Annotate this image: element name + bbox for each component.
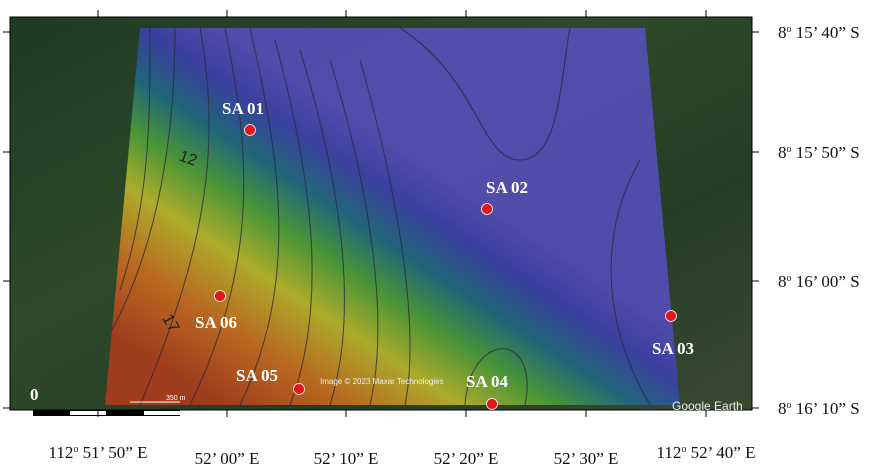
tick-label: 52’ 20” E xyxy=(434,449,499,466)
interpolation-overlay xyxy=(105,28,680,405)
tick-label-part: 112 xyxy=(657,443,682,462)
tick-label-part: 8 xyxy=(778,23,787,42)
tick-label-part: 15’ 50” S xyxy=(792,143,860,162)
tick-label: 8o 15’ 50” S xyxy=(778,143,860,162)
small-scale-label: 350 m xyxy=(166,395,186,402)
tick-label: 8o 16’ 00” S xyxy=(778,272,860,291)
map-figure: 12 17 Image © 2023 Maxar Technologies Go… xyxy=(0,0,880,466)
sample-label: SA 05 xyxy=(236,366,278,385)
tick-label-part: 8 xyxy=(778,399,787,418)
tick-label-part: 51’ 50” E xyxy=(78,443,147,462)
scale-bar-segment xyxy=(144,411,180,415)
tick-label: 112o 51’ 50” E xyxy=(49,443,148,462)
sample-label: SA 03 xyxy=(652,339,694,358)
sample-point xyxy=(294,384,305,395)
sample-point xyxy=(245,125,256,136)
tick-label: 52’ 00” E xyxy=(195,449,260,466)
brand: Google Earth xyxy=(672,399,743,413)
tick-label: 8o 16’ 10” S xyxy=(778,399,860,418)
tick-label-part: 52’ 20” E xyxy=(434,449,499,466)
tick-label-part: 16’ 00” S xyxy=(792,272,860,291)
sample-point xyxy=(482,204,493,215)
tick-label-part: 8 xyxy=(778,272,787,291)
tick-label-part: 112 xyxy=(49,443,74,462)
sample-label: SA 01 xyxy=(222,99,264,118)
tick-label: 52’ 10” E xyxy=(314,449,379,466)
scale-bar-segment xyxy=(70,411,106,415)
tick-label-part: 8 xyxy=(778,143,787,162)
sample-label: SA 06 xyxy=(195,313,237,332)
sample-label: SA 02 xyxy=(486,178,528,197)
tick-label-part: 52’ 00” E xyxy=(195,449,260,466)
tick-label-part: 52’ 10” E xyxy=(314,449,379,466)
sample-point xyxy=(215,291,226,302)
scale-length: 350 m xyxy=(187,410,231,429)
tick-label-part: 16’ 10” S xyxy=(792,399,860,418)
tick-label: 8o 15’ 40” S xyxy=(778,23,860,42)
tick-label-part: 15’ 40” S xyxy=(792,23,860,42)
scale-zero: 0 xyxy=(30,385,39,404)
sample-point xyxy=(487,399,498,410)
tick-label-part: 52’ 30” E xyxy=(554,449,619,466)
tick-label-part: 52’ 40” E xyxy=(686,443,755,462)
tick-label: 52’ 30” E xyxy=(554,449,619,466)
sample-point xyxy=(666,311,677,322)
attribution: Image © 2023 Maxar Technologies xyxy=(320,377,444,386)
sample-label: SA 04 xyxy=(466,372,509,391)
tick-label: 112o 52’ 40” E xyxy=(657,443,756,462)
